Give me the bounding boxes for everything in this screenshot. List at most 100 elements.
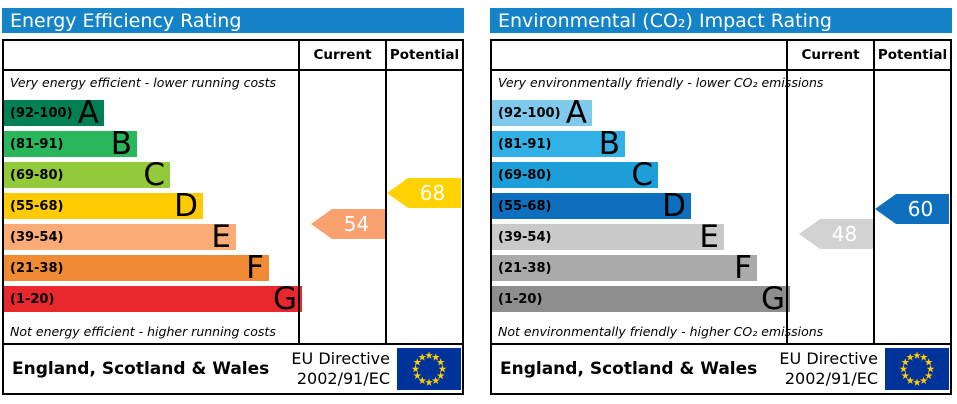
bottom-note: Not environmentally friendly - higher CO… [498,324,824,339]
band-range-label: (39-54) [498,229,552,245]
band-letter: B [598,126,620,162]
eu-directive-line1: EU Directive [779,349,878,368]
band-bar-f: (21-38) F [4,250,269,286]
band-bar-b: (81-91) B [4,126,137,162]
band-bar-g: (1-20) G [492,281,790,317]
table-body: Very energy efficient - lower running co… [4,71,462,343]
panel-title: Energy Efficiency Rating [2,8,464,33]
band-row-b: (81-91) B [492,126,786,162]
band-range-label: (69-80) [498,167,552,183]
header-spacer [492,41,786,69]
potential-column [385,71,462,343]
region-label: England, Scotland & Wales [12,359,270,379]
bands-column: Very environmentally friendly - lower CO… [492,71,824,343]
current-column-header: Current [298,41,385,69]
bands-column: Very energy efficient - lower running co… [4,71,302,343]
table-header-row: Current Potential [4,41,462,71]
band-row-a: (92-100) A [4,95,298,131]
band-row-f: (21-38) F [4,250,298,286]
band-range-label: (55-68) [10,198,64,214]
band-bar-a: (92-100) A [4,95,104,131]
header-spacer [4,41,298,69]
bottom-note: Not energy efficient - higher running co… [10,324,276,339]
band-bar-b: (81-91) B [492,126,625,162]
band-letter: G [272,281,297,317]
eu-directive-line2: 2002/91/EC [784,369,878,388]
band-range-label: (81-91) [10,136,64,152]
band-range-label: (55-68) [498,198,552,214]
energy-efficiency-panel: Energy Efficiency Rating Current Potenti… [2,0,464,404]
table-body: Very environmentally friendly - lower CO… [492,71,950,343]
band-rows: (92-100) A (81-91) B (69 [4,95,302,317]
band-bar-e: (39-54) E [4,219,236,255]
band-row-d: (55-68) D [4,188,298,224]
band-range-label: (81-91) [498,136,552,152]
band-bar-f: (21-38) F [492,250,757,286]
rating-table: Current Potential Very environmentally f… [490,39,952,395]
potential-column [873,71,950,343]
eu-flag-icon [397,348,461,390]
eu-directive-line2: 2002/91/EC [296,369,390,388]
band-letter: F [246,250,264,286]
region-label: England, Scotland & Wales [500,359,758,379]
top-note: Very energy efficient - lower running co… [10,75,277,90]
band-range-label: (92-100) [498,105,561,121]
eu-directive-label: EU Directive 2002/91/EC [291,349,390,389]
top-note: Very environmentally friendly - lower CO… [498,75,824,90]
band-letter: D [174,188,198,224]
band-range-label: (21-38) [498,260,552,276]
band-bar-d: (55-68) D [4,188,203,224]
band-letter: A [77,95,99,131]
band-letter: C [631,157,653,193]
band-row-d: (55-68) D [492,188,786,224]
band-row-c: (69-80) C [4,157,298,193]
current-column [298,71,385,343]
rating-table: Current Potential Very energy efficient … [2,39,464,395]
current-rating-value: 48 [831,222,858,246]
table-footer: England, Scotland & Wales EU Directive 2… [492,343,950,393]
band-bar-a: (92-100) A [492,95,592,131]
band-range-label: (39-54) [10,229,64,245]
band-bar-d: (55-68) D [492,188,691,224]
table-header-row: Current Potential [492,41,950,71]
band-range-label: (92-100) [10,105,73,121]
band-letter: G [760,281,785,317]
band-letter: C [143,157,165,193]
eu-directive-line1: EU Directive [291,349,390,368]
band-range-label: (69-80) [10,167,64,183]
band-row-f: (21-38) F [492,250,786,286]
band-letter: B [110,126,132,162]
band-range-label: (21-38) [10,260,64,276]
band-row-e: (39-54) E [4,219,298,255]
band-letter: E [699,219,719,255]
current-column-header: Current [786,41,873,69]
eu-flag-icon [885,348,949,390]
band-row-g: (1-20) G [4,284,302,317]
current-column [786,71,873,343]
band-letter: F [734,250,752,286]
table-footer: England, Scotland & Wales EU Directive 2… [4,343,462,393]
band-row-b: (81-91) B [4,126,298,162]
band-bar-g: (1-20) G [4,281,302,317]
band-letter: A [565,95,587,131]
band-range-label: (1-20) [10,291,55,307]
potential-column-header: Potential [873,41,950,69]
band-letter: E [211,219,231,255]
band-row-g: (1-20) G [492,284,790,317]
band-bar-e: (39-54) E [492,219,724,255]
potential-rating-value: 68 [419,181,446,205]
band-row-c: (69-80) C [492,157,786,193]
band-rows: (92-100) A (81-91) B (69 [492,95,790,317]
potential-rating-value: 60 [907,197,934,221]
band-bar-c: (69-80) C [4,157,170,193]
band-row-e: (39-54) E [492,219,786,255]
eu-directive-label: EU Directive 2002/91/EC [779,349,878,389]
band-letter: D [662,188,686,224]
current-rating-value: 54 [343,212,370,236]
band-range-label: (1-20) [498,291,543,307]
environmental-impact-panel: Environmental (CO₂) Impact Rating Curren… [490,0,952,404]
band-row-a: (92-100) A [492,95,786,131]
potential-column-header: Potential [385,41,462,69]
band-bar-c: (69-80) C [492,157,658,193]
